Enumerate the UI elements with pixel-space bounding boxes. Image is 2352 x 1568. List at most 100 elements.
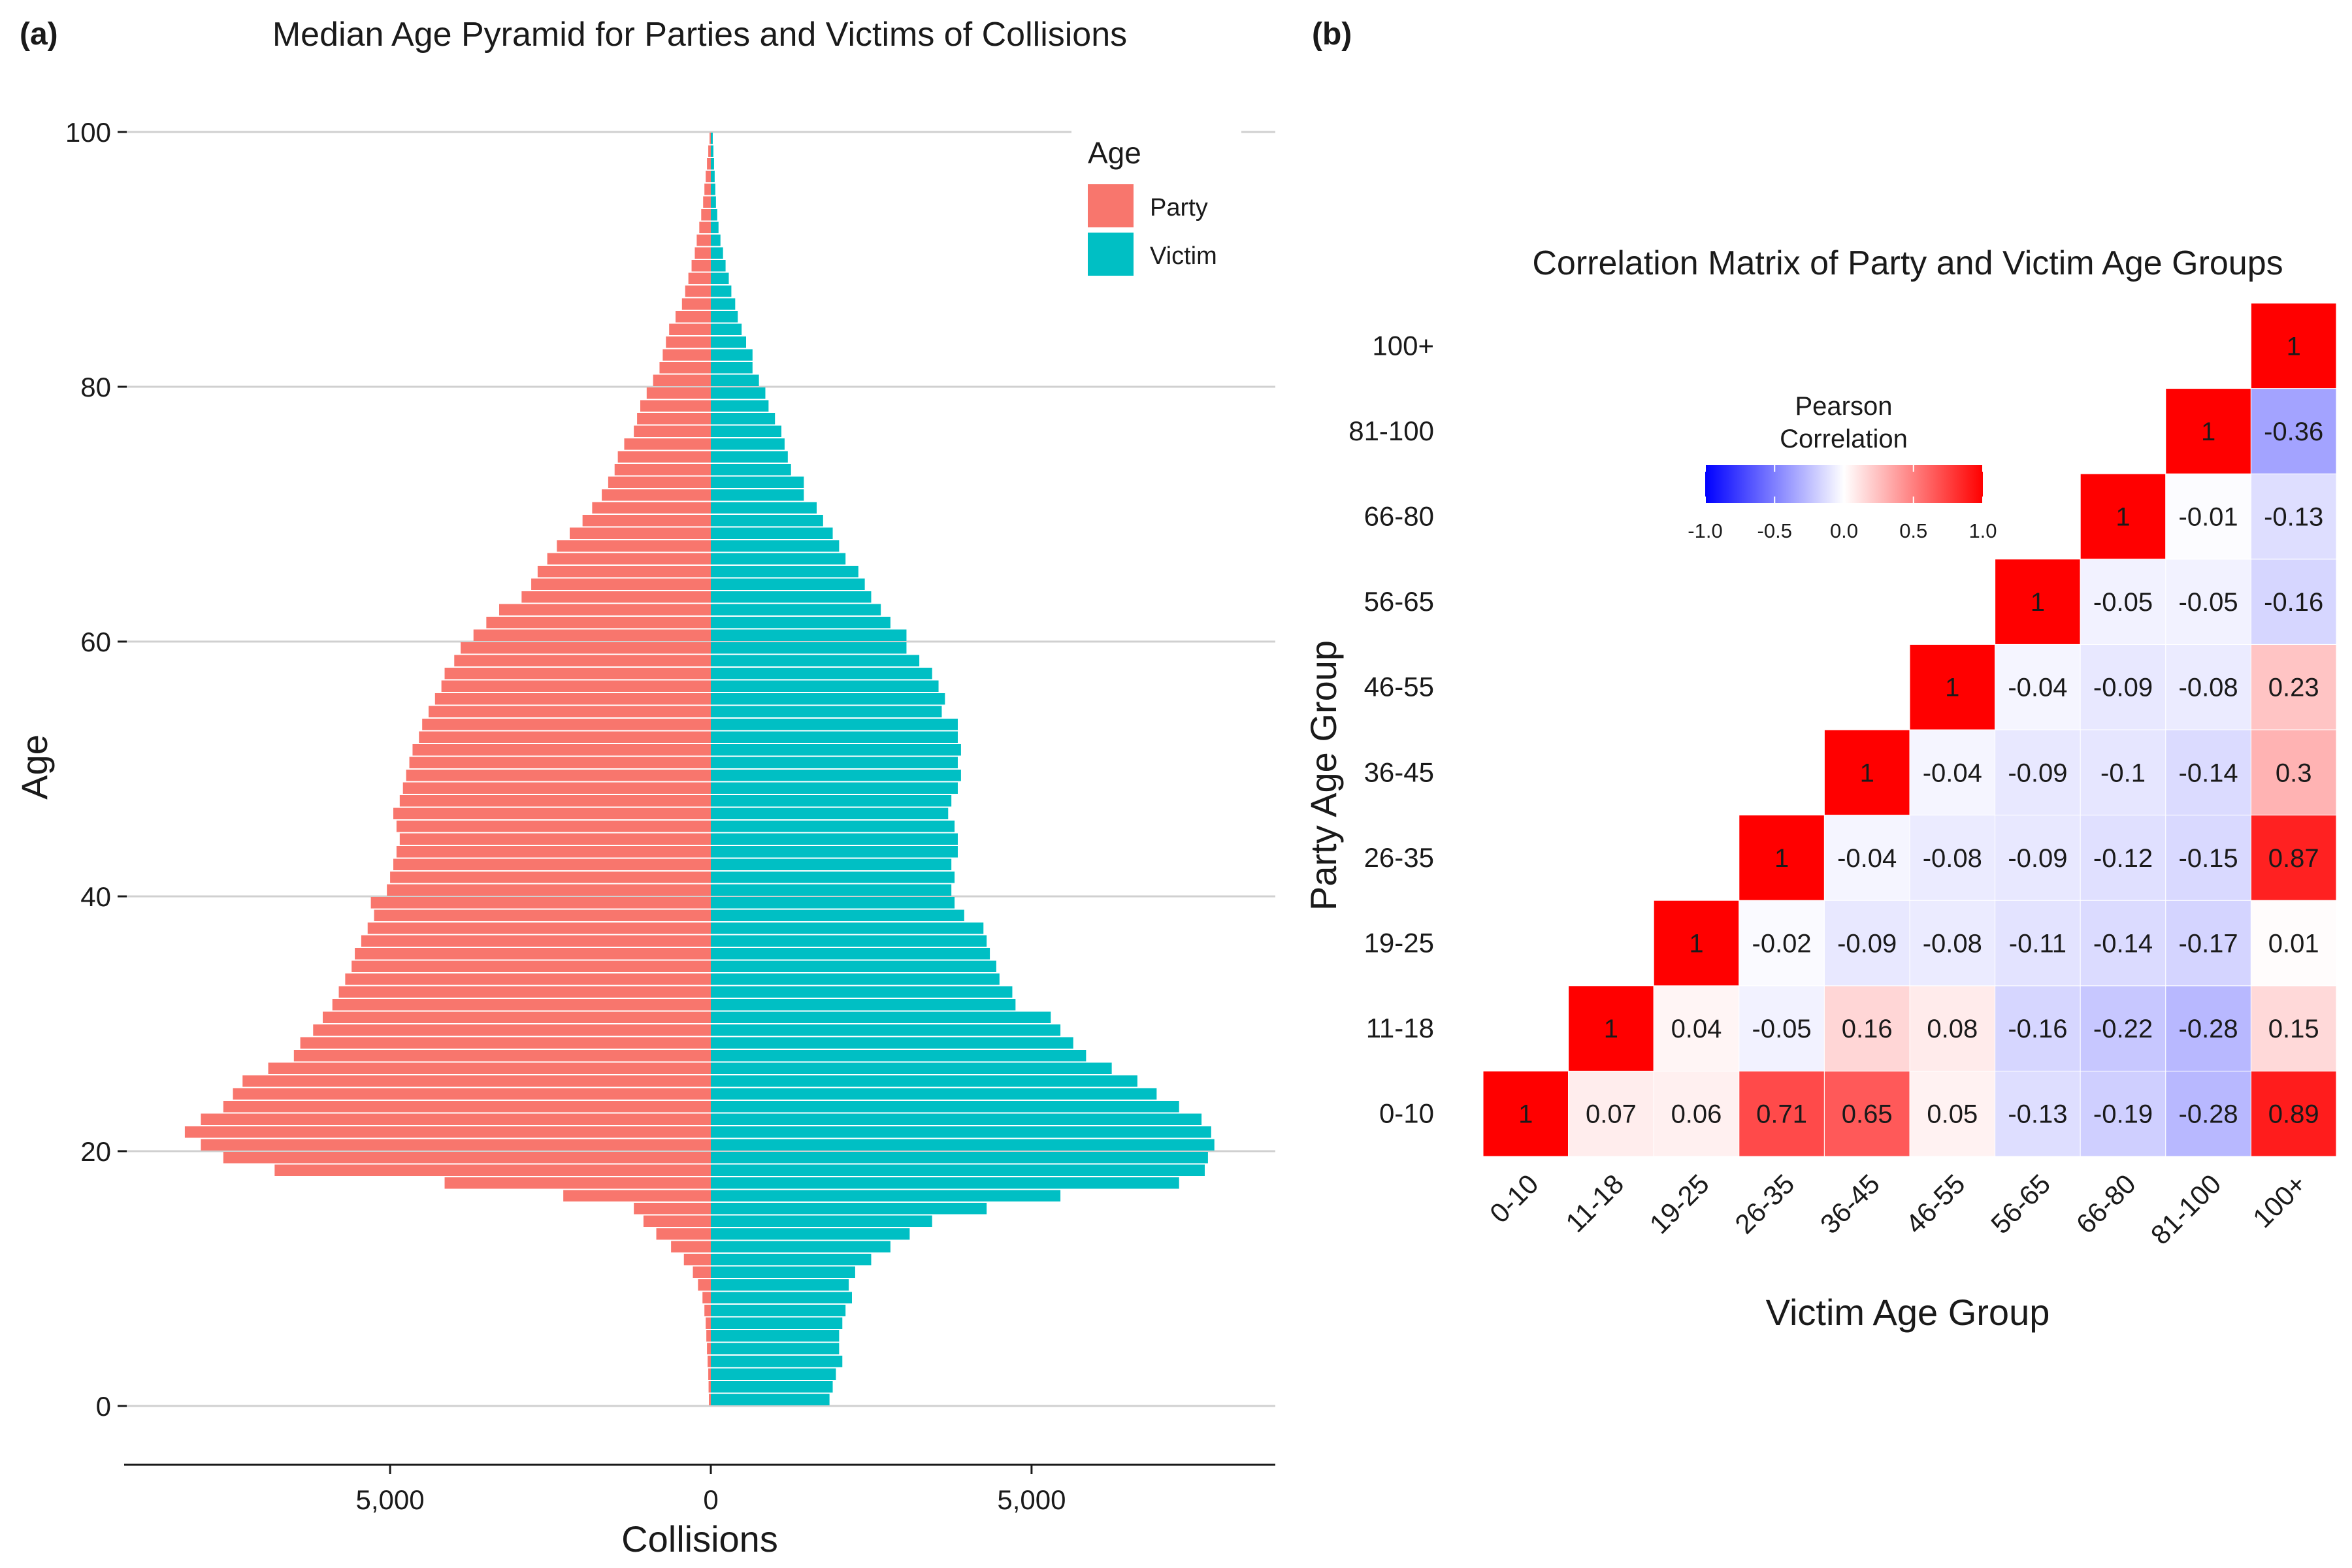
victim-bar (711, 438, 785, 450)
party-bar (223, 1152, 711, 1164)
heatmap-colorbar: Pearson Correlation -1.0 -0.5 0.0 0.5 1.0 (1688, 392, 1997, 542)
heatmap-cell (2165, 644, 2251, 730)
pyramid-y-tick-label: 60 (80, 627, 111, 657)
victim-bar (711, 184, 715, 195)
panel-a-label: (a) (20, 17, 58, 52)
party-bar (702, 1292, 711, 1303)
party-bar (563, 1190, 711, 1201)
victim-bar (711, 960, 996, 972)
victim-bar (711, 770, 961, 781)
victim-bar (711, 1394, 830, 1405)
heatmap-cell (2250, 815, 2337, 901)
party-bar (634, 425, 711, 437)
victim-bar (711, 413, 776, 425)
victim-bar (711, 1241, 890, 1252)
party-bar (345, 973, 711, 985)
heatmap-cell (1995, 644, 2081, 730)
heatmap-cell-value: 0.23 (2268, 674, 2319, 702)
victim-bar (711, 451, 788, 463)
party-bar (429, 706, 711, 717)
heatmap-cell (2165, 473, 2251, 560)
heatmap-cell-value: 1 (1689, 930, 1703, 958)
victim-bar (711, 680, 939, 692)
heatmap-cell (2080, 985, 2166, 1071)
victim-bar (711, 872, 955, 883)
victim-bar (711, 374, 759, 386)
heatmap-cell (2080, 473, 2166, 560)
heatmap-cell-value: -0.04 (1923, 759, 1982, 787)
victim-bar (711, 1190, 1061, 1201)
panel-a-age-pyramid: (a) Median Age Pyramid for Parties and V… (14, 16, 1275, 1560)
heatmap-cell-value: 1 (1945, 674, 1959, 702)
victim-bar (711, 540, 840, 552)
pyramid-x-axis-title: Collisions (621, 1518, 778, 1560)
heatmap-cell-value: -0.09 (2008, 759, 2067, 787)
victim-bar (711, 846, 958, 858)
party-bar (531, 578, 711, 590)
party-bar (268, 1062, 711, 1074)
heatmap-x-tick-label: 26-35 (1729, 1168, 1800, 1239)
victim-bar (711, 349, 753, 361)
party-bar (434, 693, 711, 705)
victim-bar (711, 821, 955, 832)
party-bar (332, 999, 711, 1011)
party-bar (406, 770, 711, 781)
victim-bar (711, 527, 833, 539)
party-bar (634, 1203, 711, 1215)
heatmap-cell-value: 0.04 (1671, 1015, 1722, 1043)
heatmap-cell-value: -0.13 (2008, 1100, 2067, 1129)
heatmap-cell-value: -0.16 (2264, 588, 2323, 617)
victim-bar (711, 387, 766, 399)
victim-bar (711, 221, 719, 233)
party-bar (570, 527, 711, 539)
victim-bar (711, 1101, 1179, 1113)
heatmap-x-tick-label: 0-10 (1484, 1168, 1544, 1229)
heatmap-cell-value: -0.05 (1752, 1015, 1812, 1043)
victim-bar (711, 1088, 1157, 1100)
party-bar (393, 858, 711, 870)
colorbar-tick-label: 0.5 (1899, 519, 1927, 542)
heatmap-cell-value: -0.09 (2093, 674, 2153, 702)
victim-bar (711, 642, 907, 654)
heatmap-x-tick-label: 81-100 (2145, 1168, 2227, 1250)
party-bar (708, 1368, 711, 1380)
colorbar-tick-label: -1.0 (1688, 519, 1722, 542)
party-bar (656, 1228, 711, 1240)
victim-bar (711, 476, 804, 488)
heatmap-cell-value: 0.06 (1671, 1100, 1722, 1129)
heatmap-cell-value: -0.28 (2179, 1100, 2238, 1129)
party-bar (624, 438, 711, 450)
heatmap-title: Correlation Matrix of Party and Victim A… (1532, 244, 2283, 282)
heatmap-cell (1995, 559, 2081, 645)
victim-bar (711, 655, 920, 666)
heatmap-cell (2250, 1070, 2337, 1157)
victim-bar (711, 1266, 855, 1278)
heatmap-x-tick-label: 100+ (2247, 1168, 2312, 1233)
colorbar-title-line2: Correlation (1780, 425, 1908, 453)
victim-bar (711, 706, 942, 717)
party-bar (242, 1075, 711, 1087)
heatmap-cell-value: -0.04 (2008, 674, 2067, 702)
victim-bar (711, 1177, 1179, 1189)
colorbar-tick-label: -0.5 (1757, 519, 1792, 542)
party-bar (409, 757, 711, 768)
heatmap-cell-value: -0.08 (1923, 930, 1982, 958)
party-bar (521, 591, 711, 603)
pyramid-y-tick-label: 0 (96, 1391, 111, 1422)
party-bar (444, 668, 711, 679)
party-bar (710, 133, 711, 144)
party-bar (688, 272, 711, 284)
heatmap-x-tick-label: 66-80 (2070, 1168, 2142, 1239)
panel-b-label: (b) (1312, 17, 1352, 52)
heatmap-x-ticks: 0-10 11-18 19-25 26-35 36-45 46-55 56-65 66-80 8… (1484, 1168, 2312, 1250)
party-bar (201, 1113, 711, 1125)
victim-bar (711, 617, 890, 629)
pyramid-x-tick-label: 5,000 (997, 1484, 1066, 1515)
party-bar (704, 184, 711, 195)
victim-bar (711, 948, 990, 960)
victim-bar (711, 1368, 836, 1380)
victim-bar (711, 1113, 1202, 1125)
victim-bar (711, 502, 817, 514)
heatmap-cell-value: 0.15 (2268, 1015, 2319, 1043)
victim-bar (711, 1050, 1086, 1062)
